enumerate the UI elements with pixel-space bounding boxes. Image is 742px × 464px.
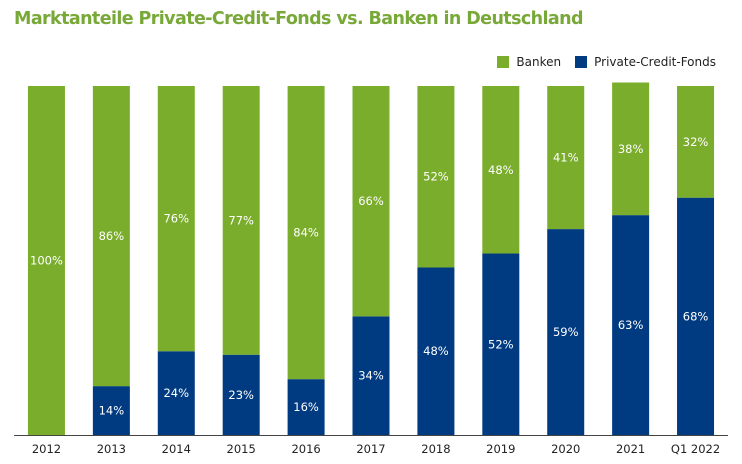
x-tick-label-2012: 2012 (32, 442, 61, 456)
data-label-private-credit-fonds-2016: 16% (293, 400, 319, 414)
data-label-banken-2021: 38% (618, 142, 644, 156)
bar-private-credit-fonds-q1-2022 (677, 197, 715, 435)
data-label-banken-2018: 52% (423, 170, 449, 184)
data-label-private-credit-fonds-2019: 52% (488, 337, 514, 351)
data-label-private-credit-fonds-2020: 59% (553, 325, 579, 339)
data-label-private-credit-fonds-2015: 23% (228, 388, 254, 402)
data-label-private-credit-fonds-2014: 24% (163, 386, 189, 400)
data-label-private-credit-fonds-2018: 48% (423, 344, 449, 358)
x-tick-label-2020: 2020 (551, 442, 580, 456)
bar-private-credit-fonds-2017 (352, 316, 390, 435)
bar-private-credit-fonds-2019 (482, 253, 520, 435)
legend-swatch-private-credit-fonds (575, 56, 588, 68)
bar-banken-2021 (612, 82, 650, 216)
legend-label-banken: Banken (516, 55, 562, 69)
x-tick-label-2016: 2016 (291, 442, 320, 456)
bar-banken-2017 (352, 86, 390, 317)
data-label-private-credit-fonds-q1-2022: 68% (683, 309, 709, 323)
x-tick-label-2014: 2014 (162, 442, 191, 456)
bar-private-credit-fonds-2015 (222, 354, 260, 435)
bar-banken-2019 (482, 86, 520, 254)
data-label-banken-2014: 76% (163, 212, 189, 226)
bar-banken-2013 (92, 86, 130, 387)
bar-banken-q1-2022 (677, 86, 715, 198)
bars-layer (27, 82, 715, 435)
x-tick-labels: 2012 2013 2014 2015 2016 2017 2018 2019 2020 2021… (32, 442, 720, 456)
data-label-banken-2016: 84% (293, 226, 319, 240)
legend-item-banken: Banken (497, 55, 561, 69)
data-label-banken-2015: 77% (228, 213, 254, 227)
x-tick-label-2013: 2013 (97, 442, 126, 456)
data-label-banken-2019: 48% (488, 163, 514, 177)
bar-banken-2016 (287, 86, 325, 380)
bar-private-credit-fonds-2021 (612, 215, 650, 435)
data-label-banken-2017: 66% (358, 194, 384, 208)
data-label-private-credit-fonds-2017: 34% (358, 369, 384, 383)
legend-item-private-credit-fonds: Private-Credit-Fonds (575, 55, 716, 69)
x-tick-label-2015: 2015 (227, 442, 256, 456)
data-label-banken-2013: 86% (99, 229, 125, 243)
data-label-private-credit-fonds-2013: 14% (99, 404, 125, 418)
bar-labels-layer: 100% 14% 86% 24% 76% 23% 77% 16% 84% 34% 66% 48% 52%… (30, 135, 708, 418)
bar-banken-2018 (417, 86, 455, 268)
bar-private-credit-fonds-2016 (287, 379, 325, 435)
chart-title: Marktanteile Private-Credit-Fonds vs. Ba… (14, 9, 584, 29)
bar-private-credit-fonds-2018 (417, 267, 455, 435)
bar-banken-2015 (222, 86, 260, 355)
x-tick-label-2019: 2019 (486, 442, 515, 456)
legend-label-private-credit-fonds: Private-Credit-Fonds (594, 55, 716, 69)
bar-private-credit-fonds-2013 (92, 386, 130, 435)
bar-banken-2014 (157, 86, 195, 352)
bar-private-credit-fonds-2014 (157, 351, 195, 435)
data-label-banken-q1-2022: 32% (683, 135, 709, 149)
bar-banken-2020 (547, 86, 585, 230)
bar-banken-2012 (27, 86, 65, 435)
x-tick-label-2018: 2018 (421, 442, 450, 456)
x-tick-label-q1-2022: Q1 2022 (671, 442, 720, 456)
bar-private-credit-fonds-2020 (547, 229, 585, 435)
x-tick-label-2017: 2017 (356, 442, 385, 456)
data-label-banken-2020: 41% (553, 151, 579, 165)
data-label-banken-2012: 100% (30, 254, 63, 268)
x-tick-label-2021: 2021 (616, 442, 645, 456)
legend: Banken Private-Credit-Fonds (483, 55, 716, 69)
data-label-private-credit-fonds-2021: 63% (618, 318, 644, 332)
legend-swatch-banken (497, 56, 510, 68)
